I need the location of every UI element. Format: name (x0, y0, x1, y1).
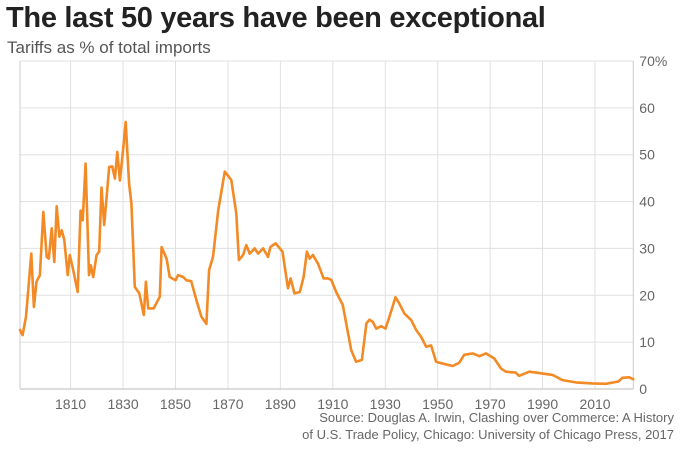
y-tick-label: 60 (639, 100, 655, 116)
chart-subtitle: Tariffs as % of total imports (7, 38, 211, 57)
source-note: Source: Douglas A. Irwin, Clashing over … (302, 409, 674, 443)
y-tick-label: 20 (639, 287, 655, 303)
x-tick-label: 1970 (475, 396, 506, 412)
y-tick-label: 10 (639, 334, 655, 350)
x-tick-label: 2010 (579, 396, 610, 412)
x-tick-label: 1930 (370, 396, 401, 412)
x-tick-label: 1830 (107, 396, 138, 412)
x-tick-label: 1990 (527, 396, 558, 412)
y-tick-label: 40 (639, 194, 655, 210)
grid (19, 60, 634, 390)
x-tick-label: 1950 (422, 396, 453, 412)
y-tick-label: 0 (639, 381, 647, 397)
y-tick-label: 50 (639, 147, 655, 163)
source-line-2: of U.S. Trade Policy, Chicago: Universit… (302, 427, 674, 442)
source-line-1: Source: Douglas A. Irwin, Clashing over … (319, 410, 674, 425)
y-tick-label: 30 (639, 240, 655, 256)
x-tick-label: 1850 (160, 396, 191, 412)
x-tick-label: 1890 (265, 396, 296, 412)
series-layer (18, 120, 635, 386)
chart-title: The last 50 years have been exceptional (6, 2, 546, 34)
y-axis-ticks: 0 10 20 30 40 50 60 70% (639, 53, 667, 397)
x-tick-label: 1810 (55, 396, 86, 412)
tariff-series-line (18, 120, 635, 386)
y-tick-label: 70% (639, 53, 667, 69)
x-axis-ticks: 1810 1830 1850 1870 1890 1910 1930 1950 1970 1990… (55, 396, 611, 412)
x-tick-label: 1870 (212, 396, 243, 412)
x-tick-label: 1910 (317, 396, 348, 412)
